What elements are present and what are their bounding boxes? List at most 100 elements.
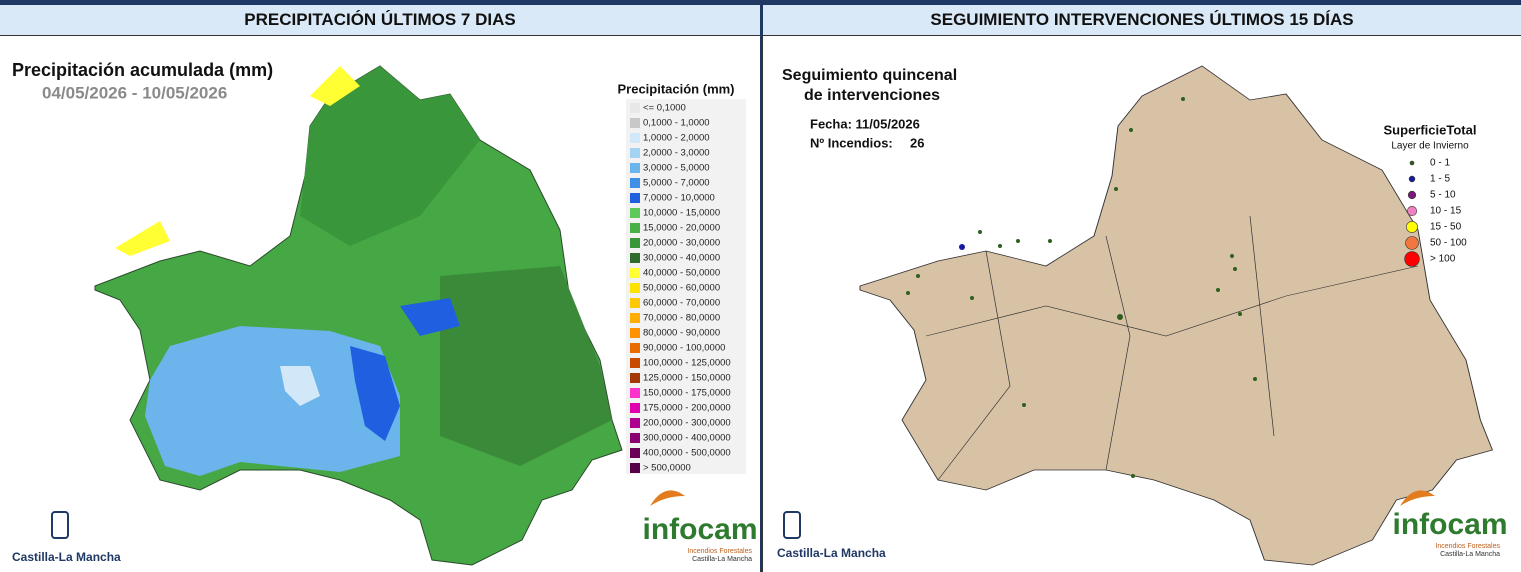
label: 30,0000 - 40,0000: [643, 253, 720, 264]
legend-swatch: [630, 193, 640, 203]
legend-swatch: [630, 328, 640, 338]
label: 20,0000 - 30,0000: [643, 238, 720, 249]
legend-symbol: [1408, 175, 1416, 183]
label: 200,0000 - 300,0000: [643, 418, 731, 429]
label: <= 0,1000: [643, 103, 686, 114]
legend-swatch: [630, 298, 640, 308]
legend-swatch: [630, 403, 640, 413]
label: Castilla-La Mancha: [1440, 551, 1500, 558]
legend-swatch: [630, 388, 640, 398]
legend-swatch: [630, 103, 640, 113]
label: Seguimiento quincenal: [782, 67, 957, 84]
legend-swatch: [630, 433, 640, 443]
label: 5 - 10: [1430, 190, 1456, 201]
map-zone: [115, 221, 170, 256]
label: 10,0000 - 15,0000: [643, 208, 720, 219]
legend-swatch: [630, 178, 640, 188]
label: Precipitación acumulada (mm): [12, 60, 273, 80]
legend-symbol: [1405, 236, 1419, 250]
legend-swatch: [630, 358, 640, 368]
legend-symbol: [1407, 206, 1418, 217]
label: Castilla-La Mancha: [777, 546, 886, 560]
label: 0,1000 - 1,0000: [643, 118, 710, 129]
legend-swatch: [630, 448, 640, 458]
label: Incendios Forestales: [1435, 543, 1500, 550]
label: 50 - 100: [1430, 238, 1467, 249]
legend-swatch: [630, 223, 640, 233]
province-borders: [925, 215, 1419, 481]
label: 50,0000 - 60,0000: [643, 283, 720, 294]
legend-swatch: [630, 373, 640, 383]
fire-points: [906, 97, 1257, 478]
legend-swatch: [630, 133, 640, 143]
label: Nº Incendios:: [810, 135, 893, 150]
maps: Precipitación acumulada (mm) 04/05/2026 -…: [12, 36, 1508, 572]
map-zone: [350, 346, 400, 441]
label: 90,0000 - 100,0000: [643, 343, 725, 354]
legend-swatch: [630, 118, 640, 128]
label: 40,0000 - 50,0000: [643, 268, 720, 279]
legend-swatch: [630, 163, 640, 173]
legend-swatch: [630, 238, 640, 248]
label: 10 - 15: [1430, 206, 1462, 217]
label: 300,0000 - 400,0000: [643, 433, 731, 444]
label: Fecha: 11/05/2026: [810, 116, 920, 131]
label: 1 - 5: [1430, 174, 1450, 185]
map-zone: [400, 298, 460, 336]
label: infocam: [642, 513, 757, 546]
legend-swatch: [630, 283, 640, 293]
region-logo: [51, 511, 801, 539]
label: > 100: [1430, 254, 1456, 265]
legend-swatch: [630, 463, 640, 473]
legend-swatch: [630, 208, 640, 218]
label: Castilla-La Mancha: [692, 556, 752, 563]
label: 15 - 50: [1430, 222, 1462, 233]
label: 7,0000 - 10,0000: [643, 193, 715, 204]
label: 70,0000 - 80,0000: [643, 313, 720, 324]
legend-swatch: [630, 418, 640, 428]
legend-swatch: [630, 148, 640, 158]
label: 26: [910, 135, 924, 150]
legend-symbol: [1409, 160, 1415, 166]
legend-swatch: [630, 253, 640, 263]
label: 60,0000 - 70,0000: [643, 298, 720, 309]
label: 125,0000 - 150,0000: [643, 373, 731, 384]
label: 100,0000 - 125,0000: [643, 358, 731, 369]
label: 15,0000 - 20,0000: [643, 223, 720, 234]
label: 400,0000 - 500,0000: [643, 448, 731, 459]
label: Incendios Forestales: [687, 548, 752, 555]
label: Layer de Invierno: [1391, 141, 1469, 152]
legend-swatch: [630, 268, 640, 278]
label: 1,0000 - 2,0000: [643, 133, 710, 144]
panel-header: PRECIPITACIÓN ÚLTIMOS 7 DIAS: [0, 5, 760, 36]
label: de intervenciones: [804, 87, 940, 104]
legend-swatch: [630, 313, 640, 323]
label: Precipitación (mm): [617, 81, 734, 96]
label: 2,0000 - 3,0000: [643, 148, 710, 159]
map-zone: [440, 266, 612, 466]
label: 0 - 1: [1430, 158, 1450, 169]
legend-symbol: [1404, 251, 1420, 267]
legend-symbol: [1406, 221, 1418, 233]
logo-leaf: [1400, 490, 1435, 506]
label: 150,0000 - 175,0000: [643, 388, 731, 399]
fire-point: [959, 244, 965, 250]
map-zone: [145, 326, 400, 476]
map-zone: [280, 366, 320, 406]
label: 175,0000 - 200,0000: [643, 403, 731, 414]
panel-header: SEGUIMIENTO INTERVENCIONES ÚLTIMOS 15 DÍ…: [763, 5, 1521, 36]
label: Castilla-La Mancha: [12, 550, 121, 564]
map-zone: [310, 66, 360, 106]
legend-box: [626, 99, 746, 474]
label: SuperficieTotal: [1384, 122, 1477, 137]
label: 3,0000 - 5,0000: [643, 163, 710, 174]
legend-symbol: [1407, 190, 1417, 200]
label: > 500,0000: [643, 463, 691, 474]
logo-leaf: [650, 490, 685, 506]
label: infocam: [1392, 508, 1507, 541]
label: 5,0000 - 7,0000: [643, 178, 710, 189]
map-zone: [300, 66, 480, 246]
legend-swatch: [630, 343, 640, 353]
label: 80,0000 - 90,0000: [643, 328, 720, 339]
